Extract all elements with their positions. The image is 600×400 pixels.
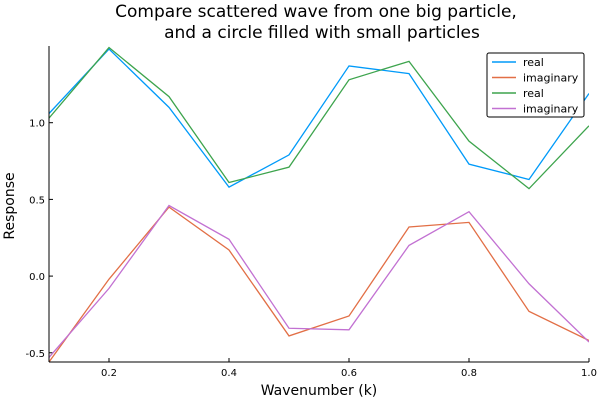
x-tick-label: 0.2 xyxy=(101,368,117,379)
y-tick-label: 1.0 xyxy=(29,119,45,130)
legend-label: real xyxy=(523,87,544,100)
series-line-4 xyxy=(49,204,589,358)
y-tick-label: -0.5 xyxy=(25,349,45,360)
series-line-1 xyxy=(49,48,589,188)
chart-title-line-2: and a circle filled with small particles xyxy=(164,23,480,43)
chart-title-line-1: Compare scattered wave from one big part… xyxy=(115,2,517,22)
x-tick-label: 1.0 xyxy=(581,368,597,379)
series-line-3 xyxy=(49,46,589,190)
legend-label: imaginary xyxy=(523,103,579,116)
x-tick-label: 0.8 xyxy=(461,368,477,379)
legend-label: imaginary xyxy=(523,72,579,85)
legend: real imaginary real imaginary xyxy=(486,52,585,118)
y-tick-label: 0.0 xyxy=(29,272,45,283)
legend-label: real xyxy=(523,56,544,69)
y-tick-label: 0.5 xyxy=(29,195,45,206)
x-tick-label: 0.4 xyxy=(221,368,237,379)
y-axis-label: Response xyxy=(2,172,18,239)
series-group xyxy=(49,46,589,362)
y-axis-ticks: -0.5 0.0 0.5 1.0 xyxy=(25,119,53,360)
x-axis-label: Wavenumber (k) xyxy=(261,383,378,399)
x-tick-label: 0.6 xyxy=(341,368,357,379)
legend-box xyxy=(486,52,585,118)
x-axis-ticks: 0.2 0.4 0.6 0.8 1.0 xyxy=(101,358,597,379)
series-line-2 xyxy=(49,206,589,362)
